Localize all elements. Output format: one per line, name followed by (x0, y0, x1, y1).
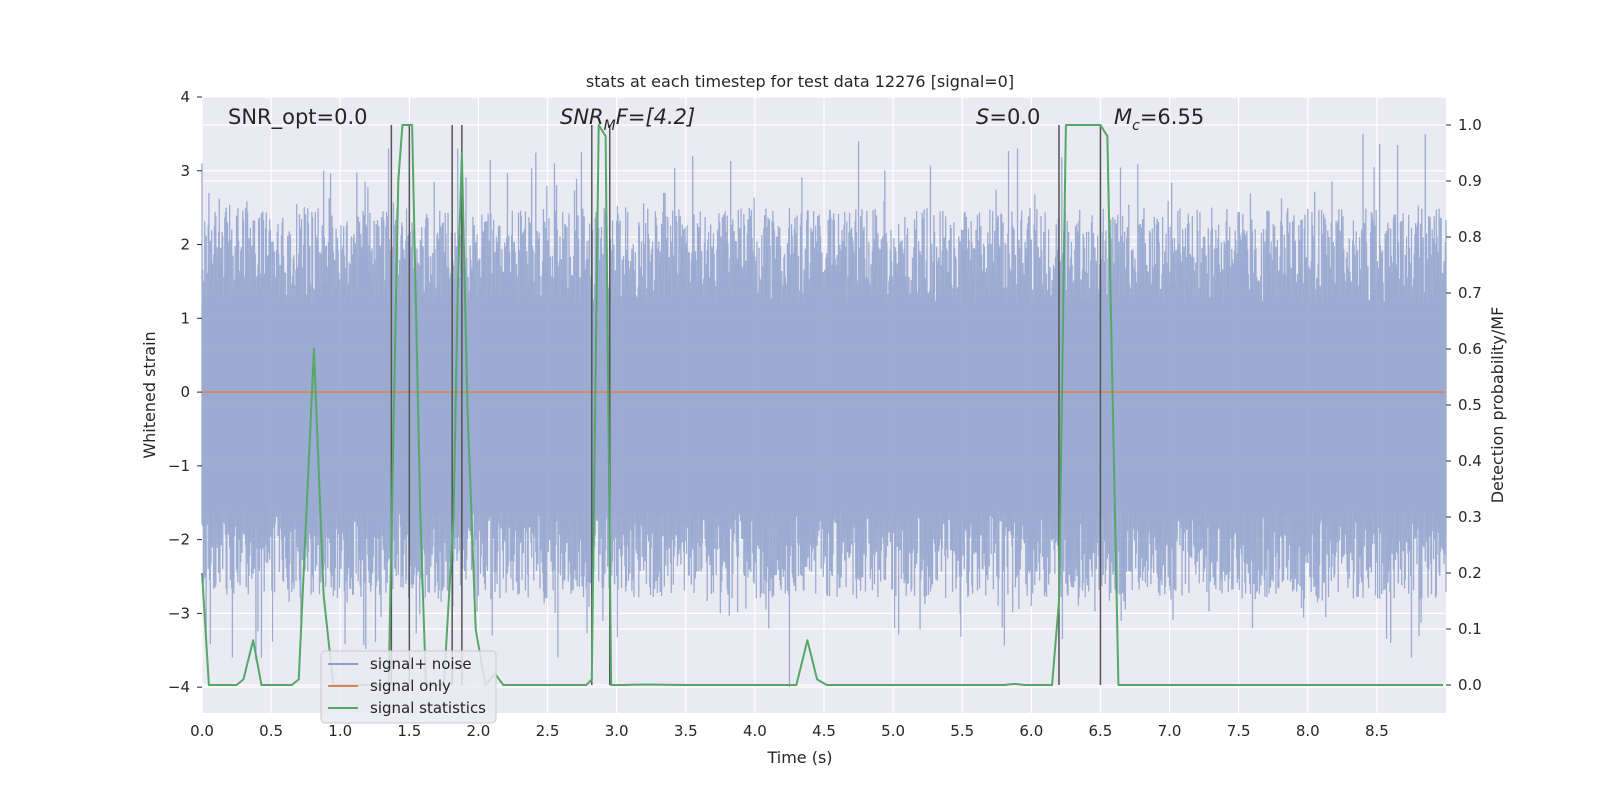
y-tick-label-4: 0 (180, 383, 190, 401)
annotation-s: S=0.0 (976, 105, 1040, 129)
y-tick-label-1: 3 (180, 162, 190, 180)
x-tick-label-7: 3.5 (674, 722, 698, 740)
noise-series (201, 133, 1447, 688)
annotation-snr-mf: SNRMF=[4.2] (560, 105, 695, 134)
x-tick-label-10: 5.0 (881, 722, 905, 740)
annotation-snr-mf-sub: M (604, 118, 616, 134)
chart-title: stats at each timestep for test data 122… (586, 72, 1014, 91)
annotation-snr-mf-rest: F=[4.2] (616, 105, 695, 129)
x-axis-ticks: 0.0 0.5 1.0 1.5 2.0 2.5 3.0 3.5 4.0 4.5 5.0 5.5 6.0 6… (190, 722, 1389, 740)
x-tick-label-12: 6.0 (1019, 722, 1043, 740)
stats-series (201, 124, 1444, 686)
y2-tick-label-8: 0.2 (1458, 564, 1482, 582)
y-tick-label-0: 4 (180, 88, 190, 106)
y2-tick-label-1: 0.9 (1458, 172, 1482, 190)
y-tick-label-2: 2 (180, 236, 190, 254)
x-tick-label-16: 8.0 (1296, 722, 1320, 740)
y2-axis-ticks: 1.0 0.9 0.8 0.7 0.6 0.5 0.4 0.3 0.2 0.1 0.0 (1446, 116, 1482, 694)
y2-axis-label: Detection probability/MF (1488, 307, 1507, 504)
x-tick-label-1: 0.5 (259, 722, 283, 740)
legend-label-noise: signal+ noise (370, 655, 472, 673)
stats-line (201, 124, 1444, 686)
y-tick-label-3: 1 (180, 309, 190, 327)
y2-tick-label-0: 1.0 (1458, 116, 1482, 134)
annotation-snr-opt: SNR_opt=0.0 (228, 105, 368, 130)
x-axis-label: Time (s) (766, 748, 832, 767)
y-tick-label-5: −1 (168, 457, 190, 475)
x-tick-label-8: 4.0 (743, 722, 767, 740)
annotation-mc-rest: =6.55 (1140, 105, 1204, 129)
x-tick-label-4: 2.0 (467, 722, 491, 740)
y-tick-label-8: −4 (168, 678, 190, 696)
annotation-snr-mf-main: SNR (560, 105, 604, 129)
x-tick-label-9: 4.5 (812, 722, 836, 740)
y2-tick-label-3: 0.7 (1458, 284, 1482, 302)
y-axis-ticks: 4 3 2 1 0 −1 −2 −3 −4 (168, 88, 202, 696)
x-tick-label-6: 3.0 (605, 722, 629, 740)
y2-tick-label-7: 0.3 (1458, 508, 1482, 526)
y2-tick-label-2: 0.8 (1458, 228, 1482, 246)
y2-tick-label-10: 0.0 (1458, 676, 1482, 694)
x-tick-label-14: 7.0 (1158, 722, 1182, 740)
x-tick-label-0: 0.0 (190, 722, 214, 740)
legend-box (320, 650, 497, 724)
y-tick-label-7: −3 (168, 604, 190, 622)
x-tick-label-2: 1.0 (328, 722, 352, 740)
x-tick-label-15: 7.5 (1227, 722, 1251, 740)
annotation-mc: Mc=6.55 (1114, 105, 1204, 134)
y-tick-label-6: −2 (168, 531, 190, 549)
legend-label-signal: signal only (370, 677, 451, 695)
y-axis-label: Whitened strain (140, 331, 159, 458)
x-tick-label-5: 2.5 (536, 722, 560, 740)
y2-tick-label-4: 0.6 (1458, 340, 1482, 358)
x-tick-label-13: 6.5 (1089, 722, 1113, 740)
legend-label-stats: signal statistics (370, 699, 486, 717)
noise-line (201, 133, 1447, 688)
annotation-mc-sub: c (1132, 118, 1140, 134)
annotation-s-rest: =0.0 (989, 105, 1040, 129)
legend: signal+ noise signal only signal statist… (320, 650, 497, 724)
annotation-mc-main: M (1114, 105, 1132, 129)
x-tick-label-3: 1.5 (397, 722, 421, 740)
y2-tick-label-6: 0.4 (1458, 452, 1482, 470)
y2-tick-label-9: 0.1 (1458, 620, 1482, 638)
x-tick-label-11: 5.5 (950, 722, 974, 740)
y2-tick-label-5: 0.5 (1458, 396, 1482, 414)
x-tick-label-17: 8.5 (1365, 722, 1389, 740)
annotation-s-main: S (976, 105, 989, 129)
